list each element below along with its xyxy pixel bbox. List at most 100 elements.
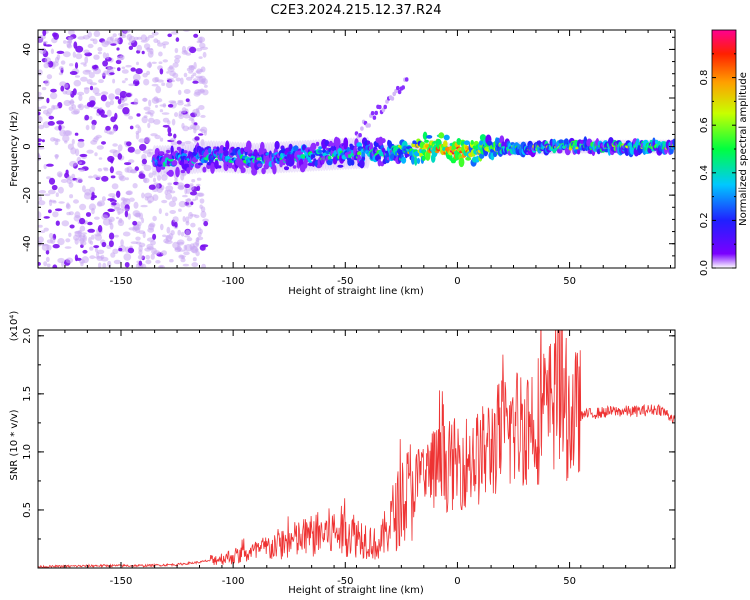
spectrogram-noise-cell xyxy=(138,265,143,268)
spectrogram-noise-cell xyxy=(132,73,141,81)
spectrogram-noise-cell xyxy=(157,42,164,47)
spectrogram-noise-cell xyxy=(97,168,103,172)
spectrogram-ridge-cell xyxy=(210,162,215,174)
spectrogram-ridge-cell xyxy=(246,140,252,151)
spectrogram-noise-cell xyxy=(126,141,132,147)
spectrogram-noise-cell xyxy=(45,250,50,255)
spectrogram-ridge-cell xyxy=(167,169,174,177)
spectrogram-y-tick-label: -20 xyxy=(22,187,33,203)
spectrogram-noise-cell xyxy=(177,229,181,236)
spectrogram-noise-cell xyxy=(143,43,151,50)
spectrogram-branch-cell xyxy=(360,126,364,131)
spectrogram-noise-cell xyxy=(55,220,60,226)
spectrogram-noise-cell xyxy=(74,132,79,136)
spectrogram-noise-cell xyxy=(122,231,131,237)
spectrogram-noise-cell xyxy=(102,60,108,67)
spectrogram-noise-cell xyxy=(79,217,86,225)
spectrogram-noise-cell xyxy=(97,51,102,55)
spectrogram-noise-cell xyxy=(122,30,131,34)
spectrogram-noise-cell xyxy=(159,68,164,75)
spectrogram-ridge-cell xyxy=(350,159,355,166)
spectrogram-noise-cell xyxy=(135,212,141,218)
spectrogram-noise-cell xyxy=(73,199,79,204)
spectrogram-noise-cell xyxy=(108,208,113,212)
spectrogram-marks xyxy=(38,30,675,268)
spectrogram-noise-cell xyxy=(92,87,100,94)
spectrogram-ridge-cell xyxy=(216,146,220,153)
spectrogram-noise-cell xyxy=(143,106,151,111)
spectrogram-noise-cell xyxy=(109,166,114,174)
spectrogram-noise-cell xyxy=(75,53,83,60)
spectrogram-noise-cell xyxy=(128,83,136,87)
spectrogram-noise-cell xyxy=(117,104,124,110)
spectrogram-ridge-cell xyxy=(357,151,362,156)
spectrogram-noise-cell xyxy=(171,196,178,202)
spectrogram-noise-cell xyxy=(196,185,201,191)
spectrogram-noise-cell xyxy=(67,143,74,150)
spectrogram-noise-cell xyxy=(109,99,115,106)
spectrogram-noise-cell xyxy=(43,216,50,219)
spectrogram-noise-cell xyxy=(132,183,138,189)
spectrogram-noise-cell xyxy=(69,99,75,107)
spectrogram-noise-cell xyxy=(147,34,155,39)
spectrogram-ridge-cell xyxy=(197,162,203,166)
spectrogram-noise-cell xyxy=(140,204,148,208)
spectrogram-noise-cell xyxy=(175,37,180,42)
colorbar-tick-label: 0.4 xyxy=(699,165,710,181)
spectrogram-noise-cell xyxy=(118,217,123,224)
spectrogram-noise-cell xyxy=(93,30,101,37)
spectrogram-x-tick-label: -150 xyxy=(110,276,133,287)
spectrogram-noise-cell xyxy=(38,106,43,110)
spectrogram-noise-cell xyxy=(60,60,66,65)
spectrogram-noise-cell xyxy=(123,253,132,261)
spectrogram-noise-cell xyxy=(100,256,109,262)
spectrogram-noise-cell xyxy=(48,115,55,120)
spectrogram-noise-cell xyxy=(55,154,59,160)
spectrogram-ridge-cell xyxy=(416,157,421,164)
spectrogram-noise-cell xyxy=(197,89,206,94)
spectrogram-x-tick-label: 0 xyxy=(454,276,460,287)
spectrogram-noise-cell xyxy=(101,91,109,96)
spectrogram-noise-cell xyxy=(142,263,147,268)
spectrogram-ridge-cell xyxy=(261,167,266,175)
spectrogram-ridge-cell xyxy=(381,138,386,144)
spectrogram-noise-cell xyxy=(112,78,116,84)
spectrogram-noise-cell xyxy=(71,138,75,145)
spectrogram-noise-cell xyxy=(53,32,59,40)
spectrogram-noise-cell xyxy=(190,201,194,206)
spectrogram-noise-cell xyxy=(167,126,172,134)
spectrogram-noise-cell xyxy=(93,106,99,110)
spectrogram-noise-cell xyxy=(174,58,180,64)
spectrogram-ridge-cell xyxy=(292,165,297,169)
spectrogram-noise-cell xyxy=(165,212,169,217)
spectrogram-ridge-cell xyxy=(180,169,186,174)
spectrogram-noise-cell xyxy=(125,64,132,68)
spectrogram-noise-cell xyxy=(107,66,111,73)
spectrogram-noise-cell xyxy=(141,97,148,102)
spectrogram-noise-cell xyxy=(150,113,154,117)
spectrogram-noise-cell xyxy=(38,224,43,228)
spectrogram-ridge-cell xyxy=(274,140,280,150)
spectrogram-noise-cell xyxy=(103,168,109,172)
spectrogram-noise-cell xyxy=(140,34,148,42)
spectrogram-noise-cell xyxy=(100,94,107,102)
spectrogram-noise-cell xyxy=(151,61,157,64)
spectrogram-ridge-cell xyxy=(493,150,498,157)
spectrogram-noise-cell xyxy=(60,85,65,92)
spectrogram-noise-cell xyxy=(125,92,132,98)
spectrogram-y-tick-label: -40 xyxy=(22,236,33,252)
spectrogram-noise-cell xyxy=(47,121,55,126)
spectrogram-noise-cell xyxy=(73,234,79,241)
spectrogram-noise-cell xyxy=(149,222,156,228)
spectrogram-noise-cell xyxy=(77,104,82,108)
spectrogram-noise-cell xyxy=(74,75,81,78)
spectrogram-noise-cell xyxy=(158,51,163,57)
spectrogram-noise-cell xyxy=(137,126,142,134)
spectrogram-noise-cell xyxy=(60,179,68,183)
colorbar-tick-label: 0.6 xyxy=(699,117,710,133)
spectrogram-axes: -150 -100 -50 0 50 -40 -20 0 20 40 xyxy=(22,30,675,287)
spectrogram-noise-cell xyxy=(124,162,132,166)
spectrogram-noise-cell xyxy=(192,80,199,84)
spectrogram-noise-cell xyxy=(141,158,147,165)
spectrogram-noise-cell xyxy=(174,47,179,54)
